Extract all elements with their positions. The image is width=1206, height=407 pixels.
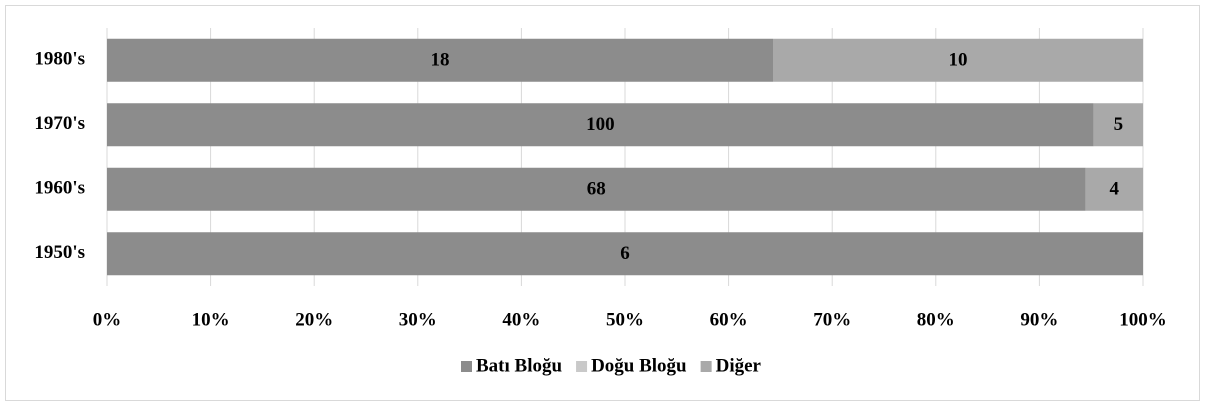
legend-label: Doğu Bloğu — [591, 355, 687, 376]
bar-segment — [1093, 103, 1143, 147]
x-tick-label: 10% — [192, 309, 230, 330]
y-tick-label: 1960's — [34, 178, 85, 199]
x-tick-label: 70% — [813, 309, 851, 330]
bar-segment — [107, 232, 1143, 276]
x-tick-label: 80% — [917, 309, 955, 330]
x-tick-label: 100% — [1119, 309, 1167, 330]
y-tick-label: 1980's — [34, 49, 85, 70]
data-label: 18 — [431, 50, 450, 71]
x-tick-label: 40% — [502, 309, 540, 330]
legend-label: Diğer — [716, 355, 762, 376]
bar-segment — [773, 38, 1143, 82]
data-label: 4 — [1109, 179, 1119, 200]
x-tick-label: 30% — [399, 309, 437, 330]
legend-swatch — [576, 361, 588, 372]
legend-swatch — [700, 361, 712, 372]
data-label: 5 — [1114, 114, 1124, 135]
bar-segment — [1085, 167, 1143, 211]
legend-label: Batı Bloğu — [476, 355, 562, 376]
data-label: 100 — [586, 114, 615, 135]
bar-segment — [107, 167, 1086, 211]
bar-segment — [107, 103, 1094, 147]
x-tick-label: 50% — [606, 309, 644, 330]
y-tick-label: 1950's — [34, 242, 85, 263]
data-label: 10 — [949, 50, 968, 71]
x-tick-label: 90% — [1020, 309, 1058, 330]
x-tick-label: 20% — [295, 309, 333, 330]
x-tick-label: 0% — [93, 309, 122, 330]
bar-segment — [107, 38, 773, 82]
legend-swatch — [461, 361, 472, 372]
y-tick-label: 1970's — [34, 113, 85, 134]
x-tick-label: 60% — [710, 309, 748, 330]
data-label: 68 — [587, 179, 606, 200]
data-label: 6 — [620, 243, 630, 264]
